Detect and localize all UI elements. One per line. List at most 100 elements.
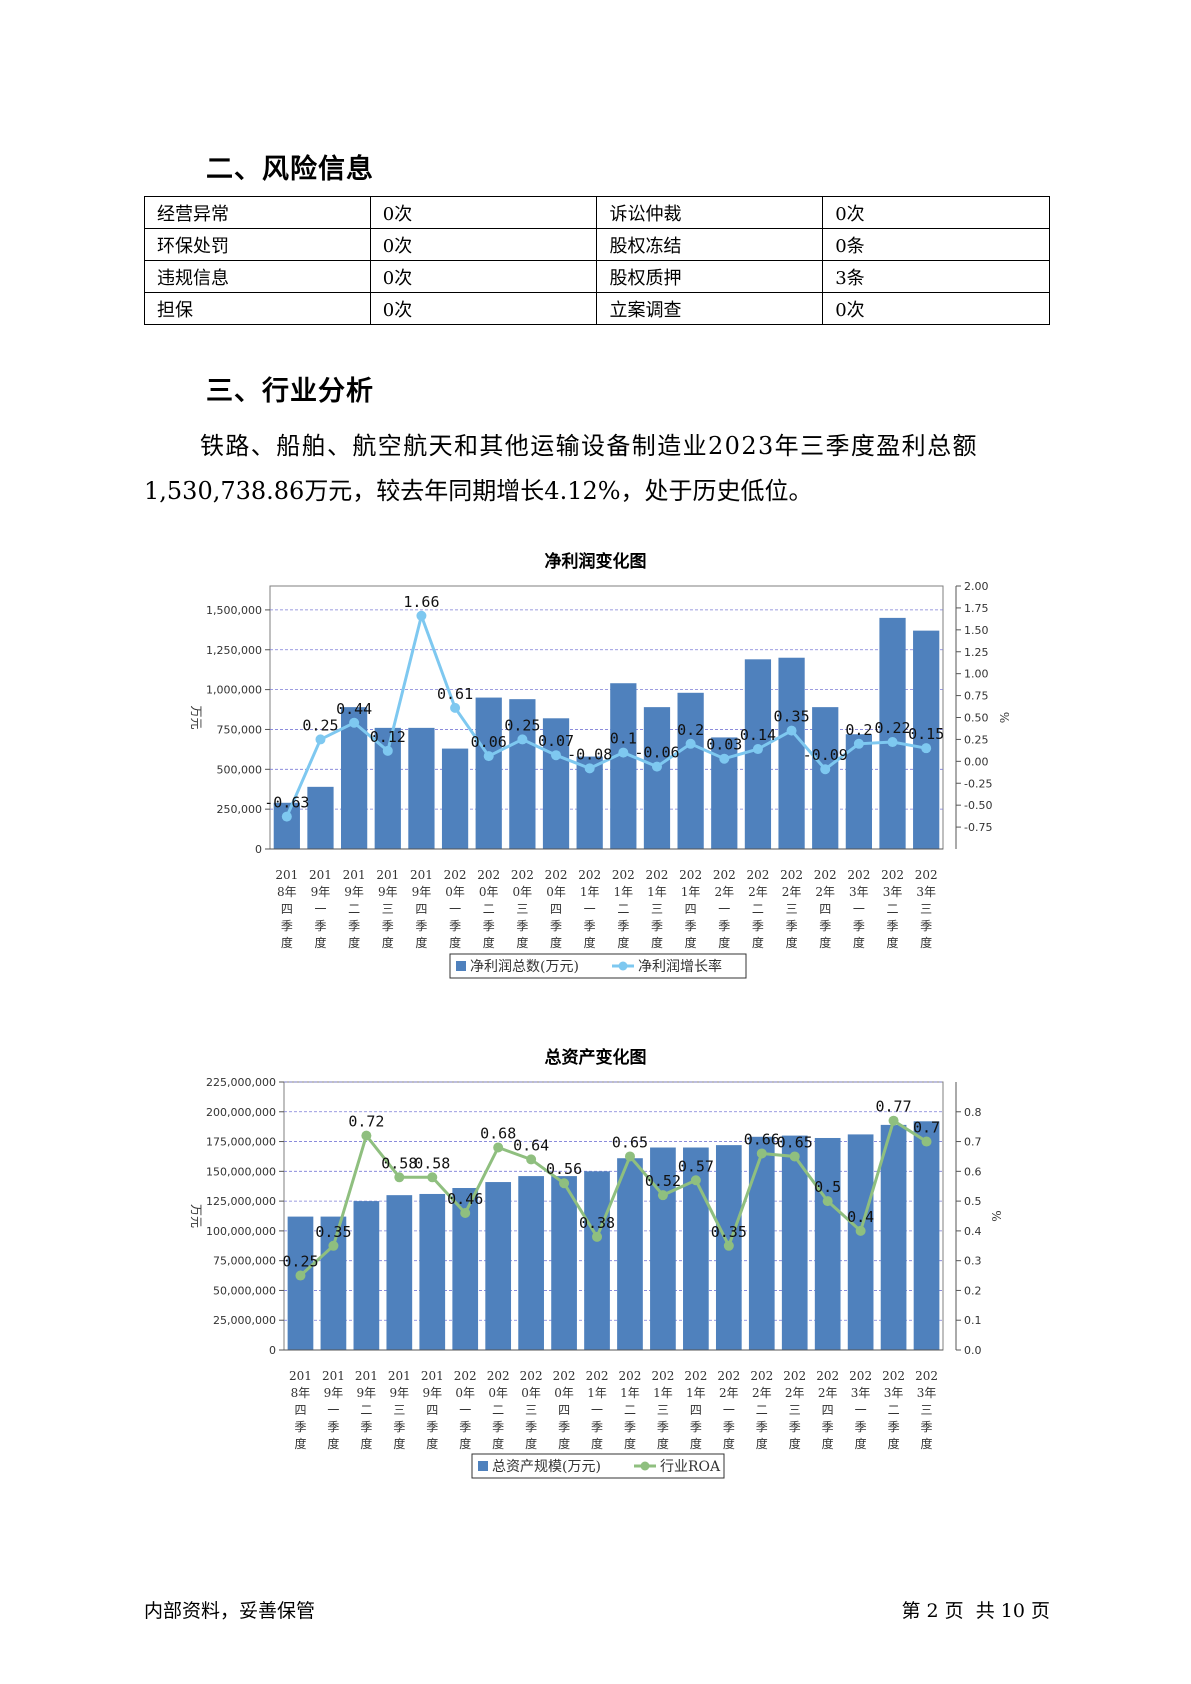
- x-tick-label: 度: [558, 1436, 570, 1451]
- x-tick-label: 202: [545, 868, 568, 882]
- x-tick-label: 季: [651, 919, 663, 933]
- legend-swatch-point: [618, 961, 628, 971]
- x-tick-label: 季: [855, 1420, 867, 1434]
- x-tick-label: 度: [314, 935, 326, 950]
- data-label: 0.35: [774, 708, 810, 726]
- data-label: 0.72: [348, 1113, 384, 1131]
- data-label: 0.61: [437, 685, 473, 703]
- y2-tick-label: 0.50: [964, 712, 989, 725]
- x-tick-label: 度: [525, 1436, 537, 1451]
- x-tick-label: 度: [657, 1436, 669, 1451]
- x-tick-label: 度: [651, 935, 663, 950]
- x-tick-label: 二: [348, 902, 360, 916]
- x-tick-label: 度: [853, 935, 865, 950]
- data-label: 0.35: [711, 1223, 747, 1241]
- x-tick-label: 二: [617, 902, 629, 916]
- risk-item-label: 诉讼仲裁: [596, 196, 824, 229]
- x-tick-label: 四: [281, 902, 293, 916]
- x-tick-label: 三: [921, 1403, 933, 1417]
- y-tick-label: 750,000: [217, 723, 263, 736]
- legend: [449, 953, 747, 979]
- x-tick-label: 四: [294, 1403, 306, 1417]
- x-tick-label: 3年: [851, 1386, 871, 1400]
- x-tick-label: 季: [483, 919, 495, 933]
- bar: [408, 727, 435, 849]
- risk-item-value: 0条: [822, 228, 1050, 261]
- y2-tick-label: 2.00: [964, 580, 989, 593]
- bar: [509, 699, 536, 849]
- line-point: [551, 750, 562, 761]
- x-tick-label: 202: [454, 1369, 477, 1383]
- bar: [643, 707, 671, 849]
- line-series: [299, 1118, 928, 1277]
- x-tick-label: 202: [780, 868, 803, 882]
- x-tick-label: 202: [586, 1369, 609, 1383]
- x-tick-label: 四: [822, 1403, 834, 1417]
- risk-item-value: 3条: [822, 260, 1050, 293]
- line-point: [719, 753, 730, 764]
- y2-tick-label: -0.25: [964, 777, 992, 790]
- data-label: 0.12: [370, 728, 406, 746]
- x-tick-label: 202: [646, 868, 669, 882]
- x-tick-label: 0年: [445, 885, 465, 899]
- x-tick-label: 度: [584, 935, 596, 950]
- x-tick-label: 季: [591, 1420, 603, 1434]
- x-tick-label: 一: [584, 902, 596, 916]
- line-point: [756, 1148, 767, 1159]
- x-tick-label: 9年: [390, 1386, 410, 1400]
- bar: [386, 1195, 413, 1350]
- y-tick-label: 125,000,000: [206, 1195, 276, 1208]
- x-tick-label: 度: [822, 1436, 834, 1451]
- x-tick-label: 度: [449, 935, 461, 950]
- x-tick-label: 202: [814, 868, 837, 882]
- x-tick-label: 三: [393, 1403, 405, 1417]
- risk-table-row: 违规信息 0次 股权质押 3条: [144, 260, 1050, 293]
- x-tick-label: 度: [327, 1436, 339, 1451]
- data-label: 0.2: [677, 721, 704, 739]
- x-tick-label: 9年: [412, 885, 432, 899]
- x-tick-label: 季: [756, 1420, 768, 1434]
- line-point: [855, 1225, 866, 1236]
- y-tick-label: 225,000,000: [206, 1076, 276, 1089]
- data-label: -0.08: [567, 745, 612, 763]
- x-tick-label: 度: [415, 935, 427, 950]
- line-point: [690, 1175, 701, 1186]
- x-tick-label: 201: [275, 868, 298, 882]
- y2-tick-label: 1.00: [964, 668, 989, 681]
- x-tick-label: 202: [651, 1369, 674, 1383]
- line-point: [295, 1270, 306, 1281]
- bar: [353, 1201, 380, 1350]
- risk-item-value: 0次: [822, 292, 1050, 325]
- y2-tick-label: 0.5: [964, 1195, 982, 1208]
- x-tick-label: 四: [819, 902, 831, 916]
- y2-tick-label: 0.0: [964, 1344, 982, 1357]
- risk-item-label: 环保处罚: [144, 228, 371, 261]
- bar: [441, 748, 469, 849]
- data-label: 0.4: [847, 1208, 874, 1226]
- data-label: 0.35: [315, 1223, 351, 1241]
- x-tick-label: 度: [920, 935, 932, 950]
- x-tick-label: 1年: [653, 1386, 673, 1400]
- line-point: [921, 1136, 932, 1147]
- x-tick-label: 季: [492, 1420, 504, 1434]
- x-tick-label: 202: [713, 868, 736, 882]
- x-tick-label: 三: [657, 1403, 669, 1417]
- y2-tick-label: -0.75: [964, 821, 992, 834]
- risk-table-row: 担保 0次 立案调查 0次: [144, 292, 1050, 325]
- x-tick-label: 2年: [782, 885, 802, 899]
- x-tick-label: 度: [685, 935, 697, 950]
- y2-tick-label: 0.1: [964, 1314, 982, 1327]
- x-tick-label: 202: [847, 868, 870, 882]
- x-tick-label: 0年: [455, 1386, 475, 1400]
- x-tick-label: 1年: [681, 885, 701, 899]
- line-point: [526, 1154, 537, 1165]
- x-tick-label: 度: [690, 1436, 702, 1451]
- y2-axis-label: %: [998, 712, 1012, 723]
- y-tick-label: 0: [269, 1344, 276, 1357]
- x-tick-label: 一: [314, 902, 326, 916]
- bar: [419, 1193, 446, 1350]
- x-tick-label: 0年: [513, 885, 533, 899]
- data-label: 0.66: [744, 1130, 780, 1148]
- x-tick-label: 季: [921, 1420, 933, 1434]
- bar: [650, 1147, 676, 1350]
